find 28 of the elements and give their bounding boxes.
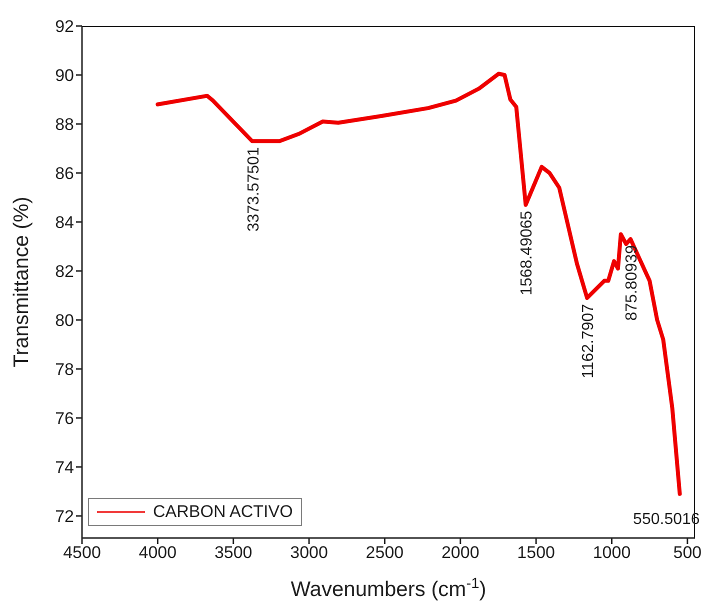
x-tick-label: 2500	[366, 543, 404, 562]
y-tick-label: 86	[55, 164, 74, 184]
y-tick-label: 72	[55, 506, 74, 526]
y-tick-label: 92	[55, 17, 74, 36]
annotation: 1162.7907	[580, 304, 598, 378]
y-tick-label: 84	[55, 213, 74, 232]
line-series	[156, 72, 682, 496]
y-tick-label: 74	[55, 458, 74, 477]
y-tick-label: 90	[55, 66, 74, 86]
x-tick-label: 4000	[138, 543, 177, 562]
legend-label: CARBON ACTIVO	[153, 502, 293, 522]
annotation: 3373.57501	[245, 147, 262, 232]
x-tick-label: 4500	[63, 543, 101, 562]
y-tick-label: 76	[55, 408, 74, 428]
y-tick-label: 78	[55, 360, 74, 379]
x-tick-label: 3000	[290, 543, 328, 562]
y-tick-label: 80	[55, 311, 74, 330]
y-tick-label: 82	[55, 262, 74, 282]
annotation: 1568.49065	[518, 210, 536, 296]
x-tick-label: 2000	[441, 543, 480, 562]
annotation: 875.80939	[624, 245, 641, 321]
x-tick-label: 1000	[592, 543, 631, 562]
x-tick-label: 1500	[517, 543, 555, 562]
y-axis-title: Transmittance (%)	[10, 196, 33, 368]
x-tick-label: 500	[673, 543, 702, 562]
x-tick-label: 3500	[214, 543, 252, 562]
y-tick-label: 88	[55, 115, 74, 134]
x-axis-title: Wavenumbers (cm$^{-1}$)	[290, 576, 486, 601]
